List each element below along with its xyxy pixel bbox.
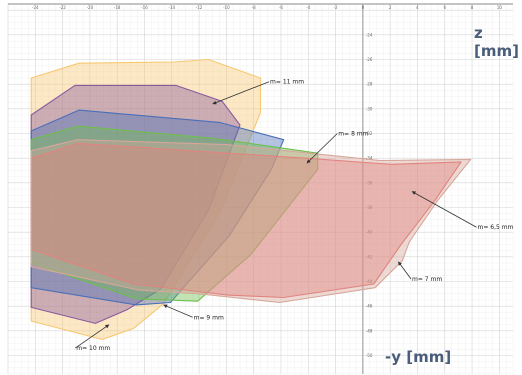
axes [8,3,513,374]
x-tick-label: -16 [141,5,148,10]
x-tick-label: -14 [169,5,176,10]
y-tick-labels: -24 -26 -28 -30 -32 -34 -36 -38 -40 -42 -44 -46 -48 -… [366,32,373,358]
x-tick-label: -8 [252,5,256,10]
x-tick-label: 10 [497,5,503,10]
y-tick-label: -46 [366,304,373,309]
y-tick-label: -28 [366,82,373,87]
x-tick-label: 0 [362,5,365,10]
y-axis-title: z [mm] [474,24,519,60]
series-label: m= 6,5 mm [478,224,514,231]
x-tick-label: 6 [443,5,446,10]
x-tick-label: -18 [114,5,121,10]
series-area [30,58,262,341]
y-tick-label: -44 [366,279,373,284]
x-tick-label: -22 [59,5,66,10]
y-tick-label: -42 [366,254,373,259]
x-tick-labels: -24 -22 -20 -18 -16 -14 -12 -10 -8 -6 -4 -2 0 2 4 6 8 10 [32,5,502,10]
x-tick-label: -24 [32,5,39,10]
annotation-arrow [212,81,270,105]
series-label: m= 10 mm [76,345,110,352]
y-tick-label: -32 [366,131,373,136]
x-tick-label: -12 [196,5,203,10]
y-tick-label: -34 [366,156,373,161]
x-tick-label: -4 [306,5,310,10]
x-tick-label: -6 [279,5,283,10]
y-tick-label: -50 [366,353,373,358]
series-areas [30,58,472,341]
series-area [30,109,285,306]
series-area [30,142,462,299]
series-label: m= 7 mm [412,276,442,283]
y-tick-label: -40 [366,230,373,235]
series-area [30,84,241,324]
series-label: m= 11 mm [270,79,304,86]
x-tick-label: -10 [223,5,230,10]
y-tick-label: -30 [366,106,373,111]
x-tick-label: 4 [416,5,419,10]
annotation-arrow [75,324,110,349]
y-tick-label: -24 [366,32,373,37]
y-tick-label: -26 [366,57,373,62]
x-axis-title: -y [mm] [385,348,452,366]
x-tick-label: 8 [471,5,474,10]
x-tick-label: 2 [389,5,392,10]
x-tick-label: -20 [87,5,94,10]
series-label: m= 8 mm [338,131,368,138]
annotation-arrow [398,261,412,280]
minor-grid [8,3,514,375]
y-tick-label: -48 [366,328,373,333]
annotation-arrow [163,304,193,318]
annotation-arrow [411,191,477,228]
series-area [30,139,472,304]
y-tick-label: -36 [366,180,373,185]
x-tick-label: -2 [334,5,338,10]
series-area [30,125,319,302]
annotations: m= 11 mm m= 8 mm m= 6,5 mm m= 7 mm m= 9 mm m=… [75,79,514,352]
series-label: m= 9 mm [194,314,224,321]
y-tick-label: -38 [366,205,373,210]
annotation-arrow [306,133,338,164]
